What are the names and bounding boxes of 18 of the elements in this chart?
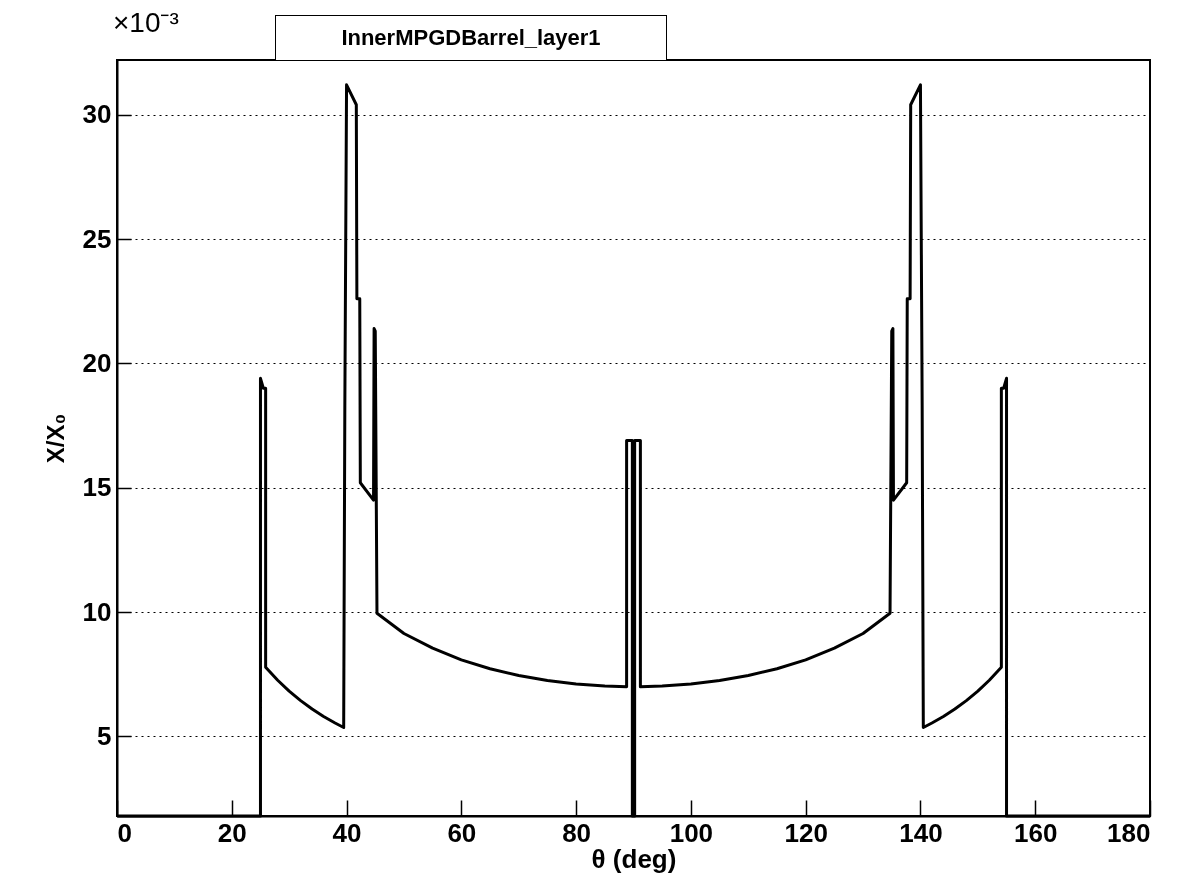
x-tick-label: 40: [332, 817, 362, 848]
x-tick-label: 0: [117, 817, 132, 848]
text: ×10⁻³: [113, 6, 179, 40]
x-tick-label: 60: [447, 817, 477, 848]
y-tick-label: 30: [82, 99, 112, 130]
chart-title: InnerMPGDBarrel_layer1: [275, 15, 667, 61]
x-tick-label: 120: [784, 817, 828, 848]
x-tick-label: 20: [217, 817, 247, 848]
x-tick-label: 160: [1014, 817, 1058, 848]
y-tick-label: 10: [82, 596, 112, 627]
x-tick-label: 180: [1107, 817, 1151, 848]
y-tick-label: 25: [82, 223, 112, 254]
y-tick-label: 15: [82, 472, 112, 503]
y-tick-label: 5: [97, 720, 112, 751]
x-tick-label: 140: [899, 817, 943, 848]
x-tick-label: 80: [562, 817, 592, 848]
y-axis-title: X/X₀: [41, 413, 69, 464]
y-tick-label: 20: [82, 347, 112, 378]
